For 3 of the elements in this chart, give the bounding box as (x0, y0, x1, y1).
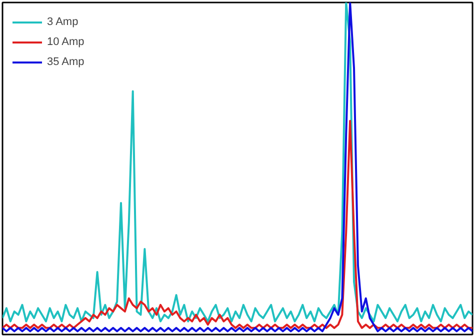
legend-label: 3 Amp (47, 16, 78, 28)
legend-label: 10 Amp (47, 36, 84, 48)
legend-label: 35 Amp (47, 56, 84, 68)
